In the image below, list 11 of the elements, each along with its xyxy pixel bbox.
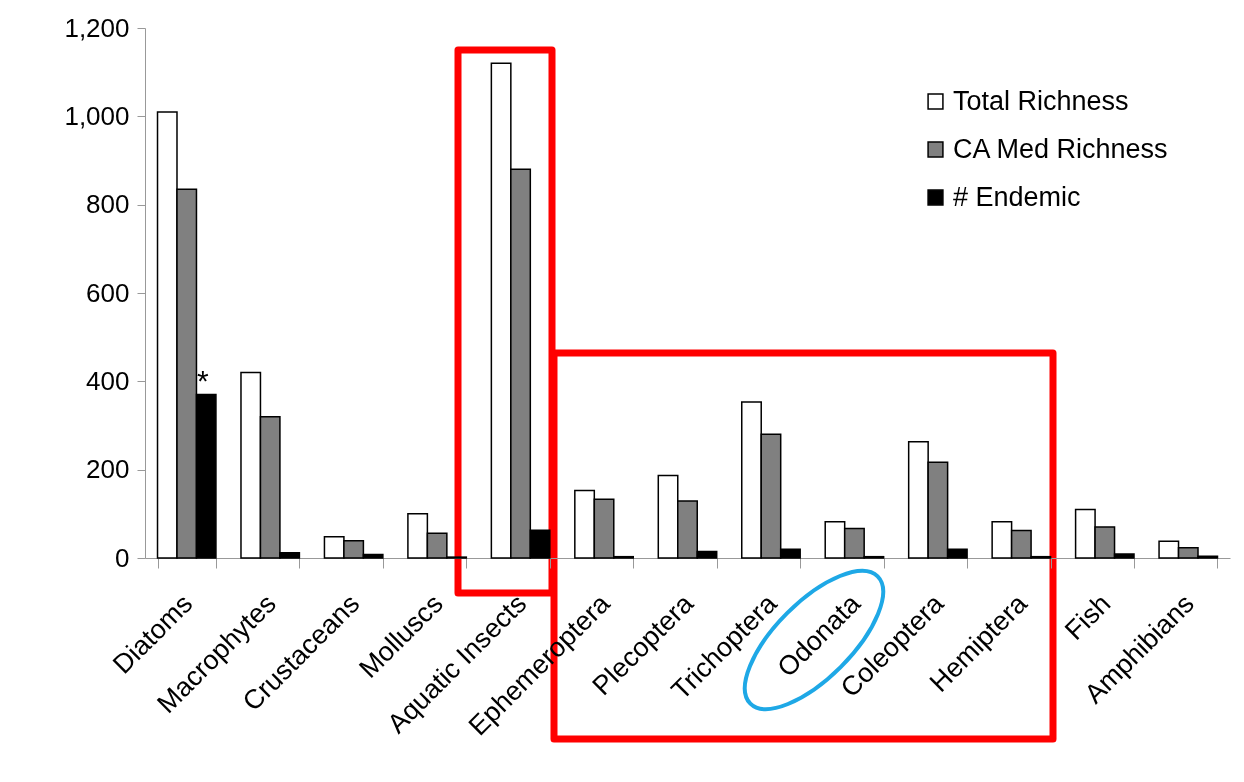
legend-label: Total Richness bbox=[953, 85, 1129, 116]
y-tick-label: 600 bbox=[86, 277, 130, 308]
legend-label: CA Med Richness bbox=[953, 133, 1168, 164]
y-tick-label: 1,200 bbox=[64, 12, 130, 43]
y-tick-label: 800 bbox=[86, 189, 130, 220]
y-tick-label: 400 bbox=[86, 365, 130, 396]
legend-label: # Endemic bbox=[953, 181, 1081, 212]
annotation: * bbox=[197, 364, 209, 398]
y-tick-label: 1,000 bbox=[64, 100, 130, 131]
y-tick-label: 0 bbox=[115, 542, 130, 573]
y-tick-label: 200 bbox=[86, 454, 130, 485]
